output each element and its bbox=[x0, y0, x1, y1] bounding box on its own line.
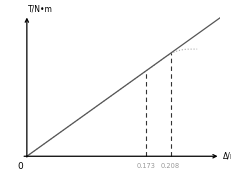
Text: 0: 0 bbox=[17, 162, 23, 171]
Text: T/N•m: T/N•m bbox=[28, 4, 53, 13]
Text: 0.208: 0.208 bbox=[160, 163, 179, 169]
Text: Δ/mm: Δ/mm bbox=[222, 152, 231, 161]
Text: 0.173: 0.173 bbox=[137, 163, 155, 169]
